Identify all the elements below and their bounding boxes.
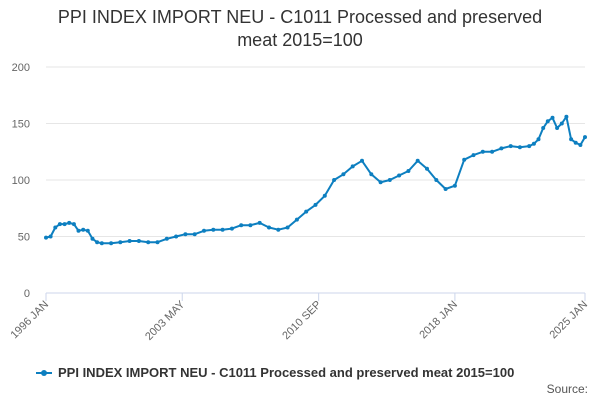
data-point[interactable] <box>443 187 448 191</box>
data-point[interactable] <box>452 183 457 188</box>
data-point[interactable] <box>118 240 123 245</box>
data-point[interactable] <box>257 220 262 225</box>
data-point[interactable] <box>146 240 151 245</box>
data-point[interactable] <box>313 202 318 207</box>
y-tick-label-150: 150 <box>12 119 30 131</box>
chart-title-line-2: meat 2015=100 <box>237 30 363 50</box>
data-point[interactable] <box>48 234 53 239</box>
data-point[interactable] <box>90 236 95 241</box>
data-point[interactable] <box>545 119 550 124</box>
data-point[interactable] <box>192 232 197 237</box>
data-point[interactable] <box>81 227 86 232</box>
y-tick-label-50: 50 <box>18 232 30 244</box>
legend[interactable]: PPI INDEX IMPORT NEU - C1011 Processed a… <box>36 365 514 380</box>
data-point[interactable] <box>550 115 555 120</box>
chart-title: PPI INDEX IMPORT NEU - C1011 Processed a… <box>0 6 600 52</box>
data-point[interactable] <box>155 240 160 245</box>
chart-title-line-1: PPI INDEX IMPORT NEU - C1011 Processed a… <box>57 7 543 27</box>
x-axis: 1996 JAN 2003 MAY 2010 SEP 2018 JAN 2025 JAN <box>8 292 590 343</box>
data-point[interactable] <box>322 193 327 198</box>
data-point[interactable] <box>425 166 429 171</box>
data-point[interactable] <box>471 153 476 158</box>
legend-swatch-icon <box>36 368 52 378</box>
y-tick-label-200: 200 <box>12 62 30 74</box>
legend-label[interactable]: PPI INDEX IMPORT NEU - C1011 Processed a… <box>58 365 515 380</box>
data-point[interactable] <box>541 126 546 130</box>
data-point[interactable] <box>332 178 337 182</box>
data-point[interactable] <box>229 226 234 231</box>
data-point[interactable] <box>462 157 467 162</box>
data-point[interactable] <box>267 225 271 230</box>
data-point[interactable] <box>71 222 76 227</box>
data-point[interactable] <box>490 149 495 154</box>
data-point[interactable] <box>99 241 104 246</box>
data-point[interactable] <box>578 143 583 147</box>
data-point[interactable] <box>57 222 62 227</box>
data-point[interactable] <box>211 227 216 232</box>
data-point[interactable] <box>387 178 392 182</box>
data-point[interactable] <box>248 223 253 228</box>
data-point[interactable] <box>508 144 513 149</box>
data-point[interactable] <box>564 114 569 119</box>
data-point[interactable] <box>276 227 281 232</box>
series-layer[interactable] <box>44 114 587 246</box>
data-point[interactable] <box>360 158 364 163</box>
data-point[interactable] <box>559 121 564 126</box>
y-tick-label-0: 0 <box>24 288 30 300</box>
data-point[interactable] <box>531 141 536 146</box>
data-point[interactable] <box>527 144 532 149</box>
data-point[interactable] <box>350 164 355 169</box>
x-tick-label-4: 2025 JAN <box>547 299 590 342</box>
data-point[interactable] <box>406 169 411 173</box>
data-point[interactable] <box>294 217 299 222</box>
data-point[interactable] <box>136 239 141 243</box>
data-point[interactable] <box>397 173 402 178</box>
data-point[interactable] <box>499 146 504 151</box>
x-tick-label-0: 1996 JAN <box>8 299 51 342</box>
data-point[interactable] <box>220 227 225 232</box>
gridlines <box>46 66 585 294</box>
data-point[interactable] <box>174 234 179 239</box>
x-tick-label-1: 2003 MAY <box>143 298 188 343</box>
data-point[interactable] <box>573 140 578 145</box>
data-point[interactable] <box>67 220 72 225</box>
data-point[interactable] <box>536 137 541 142</box>
data-point[interactable] <box>164 236 169 241</box>
data-point[interactable] <box>517 145 522 150</box>
x-tick-label-3: 2018 JAN <box>417 299 460 342</box>
data-point[interactable] <box>53 225 58 230</box>
data-point[interactable] <box>415 158 420 163</box>
data-point[interactable] <box>85 228 90 233</box>
x-tick-label-2: 2010 SEP <box>280 299 324 343</box>
data-point[interactable] <box>183 232 188 237</box>
data-point[interactable] <box>569 137 574 142</box>
data-point[interactable] <box>378 180 383 185</box>
data-point[interactable] <box>76 228 81 233</box>
data-point[interactable] <box>202 228 206 233</box>
data-point[interactable] <box>95 240 100 245</box>
data-point[interactable] <box>480 149 485 154</box>
y-tick-label-100: 100 <box>12 175 30 187</box>
y-axis-tick-labels: 0 50 100 150 200 <box>12 62 30 300</box>
data-point[interactable] <box>583 135 587 140</box>
source-label: Source: <box>546 382 588 396</box>
data-point[interactable] <box>109 241 114 246</box>
data-point[interactable] <box>62 222 67 227</box>
data-point[interactable] <box>127 239 132 243</box>
data-point[interactable] <box>369 172 374 177</box>
data-point[interactable] <box>239 223 244 228</box>
data-point[interactable] <box>434 178 439 182</box>
data-point[interactable] <box>304 209 309 214</box>
data-point[interactable] <box>285 225 290 230</box>
data-point[interactable] <box>44 235 48 240</box>
data-point[interactable] <box>555 126 560 130</box>
data-point[interactable] <box>341 172 346 177</box>
